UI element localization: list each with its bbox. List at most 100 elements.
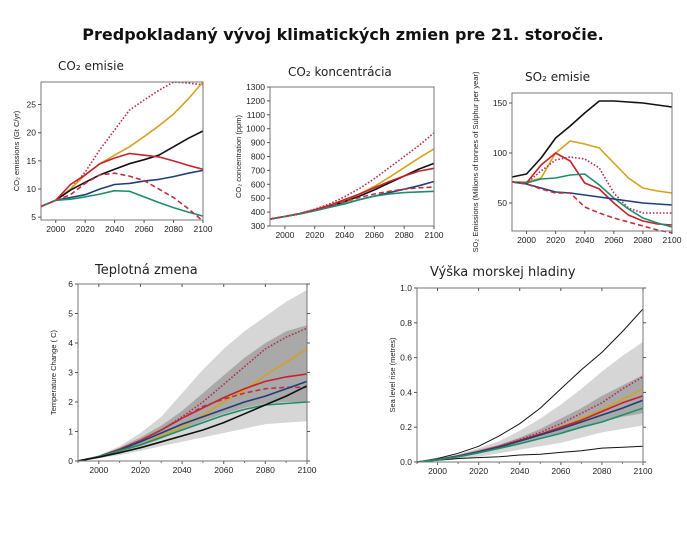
- y-axis-label: CO₂ emissions (Gt C/yr): [12, 110, 21, 191]
- y-tick-label: 700: [251, 165, 265, 175]
- y-tick-label: 20: [27, 128, 37, 138]
- y-tick-label: 5: [31, 212, 36, 222]
- y-tick-label: 150: [493, 98, 507, 108]
- chart-title-co2-emissions: CO₂ emisie: [58, 59, 124, 73]
- x-tick-label: 2020: [546, 235, 565, 245]
- series-line-5: [40, 189, 204, 217]
- y-tick-label: 5: [68, 309, 73, 319]
- x-tick-label: 2060: [135, 224, 154, 234]
- x-tick-label: 2000: [517, 235, 536, 245]
- y-tick-label: 1200: [246, 96, 265, 106]
- chart-co2-concentration: 2000 2020 2040 2060 2080 2100 300 400 500 600 700 8…: [234, 82, 444, 240]
- y-tick-label: 500: [251, 193, 265, 203]
- figure-title: Predpokladaný vývoj klimatických zmien p…: [82, 25, 603, 44]
- y-tick-label: 800: [251, 152, 265, 162]
- uncertainty-band-1: [417, 375, 643, 462]
- y-tick-label: 6: [68, 279, 73, 289]
- y-tick-label: 0.0: [400, 457, 412, 467]
- x-tick-label: 2060: [604, 235, 623, 245]
- uncertainty-band-0: [78, 289, 307, 461]
- y-tick-label: 2: [68, 397, 73, 407]
- x-tick-label: 2100: [194, 224, 213, 234]
- x-tick-label: 2060: [551, 466, 570, 476]
- y-tick-label: 300: [251, 221, 265, 231]
- series-line-6: [416, 407, 644, 463]
- y-tick-label: 1300: [246, 82, 265, 92]
- plot-frame: [40, 81, 204, 221]
- y-axis-label: Temperature Change ( C): [49, 329, 58, 415]
- series-line-0: [511, 100, 673, 178]
- x-tick-label: 2040: [173, 465, 192, 475]
- series-line-1: [512, 140, 673, 194]
- y-tick-label: 1: [68, 427, 73, 437]
- x-tick-label: 2100: [634, 466, 653, 476]
- x-tick-label: 2040: [335, 230, 354, 240]
- y-tick-label: 1000: [246, 124, 265, 134]
- plot-frame: [511, 92, 673, 232]
- y-tick-label: 0.4: [400, 387, 412, 397]
- x-tick-label: 2080: [164, 224, 183, 234]
- x-tick-label: 2040: [510, 466, 529, 476]
- plot-area: [512, 93, 672, 231]
- uncertainty-band-1: [78, 325, 307, 461]
- x-tick-label: 2020: [76, 224, 95, 234]
- y-tick-label: 3: [68, 368, 73, 378]
- series-line-4: [40, 169, 204, 208]
- x-tick-label: 2020: [131, 465, 150, 475]
- y-tick-label: 0.8: [400, 318, 412, 328]
- chart-so2-emissions: 2000 2020 2040 2060 2080 2100 50 100 150 SO₂ Emis…: [471, 71, 682, 252]
- y-tick-label: 900: [251, 138, 265, 148]
- series-line-5: [77, 401, 308, 462]
- y-tick-label: 10: [27, 184, 37, 194]
- y-axis-label: SO₂ Emissions (Millions of tonnes of Sul…: [471, 71, 480, 252]
- chart-co2-emissions: 2000 2020 2040 2060 2080 2100 5 10 15 20 25 CO₂ emi…: [12, 81, 213, 234]
- x-tick-label: 2000: [89, 465, 108, 475]
- y-tick-label: 100: [493, 148, 507, 158]
- x-tick-label: 2060: [365, 230, 384, 240]
- chart-title-sea-level: Výška morskej hladiny: [430, 265, 576, 280]
- series-line-6: [40, 172, 204, 222]
- series-line-6: [269, 186, 435, 220]
- x-tick-label: 2020: [305, 230, 324, 240]
- y-tick-label: 1.0: [400, 283, 412, 293]
- y-axis-label: CO₂ concentration (ppm): [234, 115, 243, 198]
- x-tick-label: 2080: [395, 230, 414, 240]
- x-tick-label: 2000: [428, 466, 447, 476]
- x-tick-label: 2080: [633, 235, 652, 245]
- series-line-3: [40, 152, 204, 208]
- x-tick-label: 2100: [298, 465, 317, 475]
- y-tick-label: 25: [27, 100, 37, 110]
- y-tick-label: 0.2: [400, 422, 412, 432]
- chart-title-so2-emissions: SO₂ emisie: [525, 70, 590, 84]
- series-line-4: [511, 173, 673, 228]
- y-tick-label: 4: [68, 338, 73, 348]
- y-tick-label: 0: [68, 456, 73, 466]
- x-tick-label: 2040: [105, 224, 124, 234]
- y-axis-label: Sea level rise (metres): [388, 337, 397, 413]
- x-tick-label: 2020: [469, 466, 488, 476]
- x-tick-label: 2000: [275, 230, 294, 240]
- series-line-1: [416, 445, 644, 463]
- series-line-2: [40, 130, 204, 208]
- x-tick-label: 2080: [256, 465, 275, 475]
- chart-sea-level: 2000 2020 2040 2060 2080 2100 0.0 0.2 0.4 0.6 0.8 1…: [388, 283, 653, 476]
- y-tick-label: 400: [251, 207, 265, 217]
- chart-title-temperature: Teplotná zmena: [94, 263, 198, 278]
- chart-title-co2-concentration: CO₂ koncentrácia: [288, 65, 392, 79]
- plot-frame: [416, 287, 644, 463]
- series-line-2: [511, 152, 673, 226]
- plot-area: [270, 87, 434, 226]
- uncertainty-band-0: [417, 341, 643, 462]
- y-tick-label: 15: [27, 156, 37, 166]
- series-line-0: [416, 308, 644, 463]
- series-line-6: [511, 181, 673, 234]
- x-tick-label: 2100: [425, 230, 444, 240]
- y-tick-label: 1100: [247, 110, 266, 120]
- series-line-6: [77, 385, 308, 462]
- y-tick-label: 600: [251, 179, 265, 189]
- series-line-3: [511, 156, 672, 214]
- y-tick-label: 50: [498, 198, 508, 208]
- series-line-0: [77, 327, 308, 462]
